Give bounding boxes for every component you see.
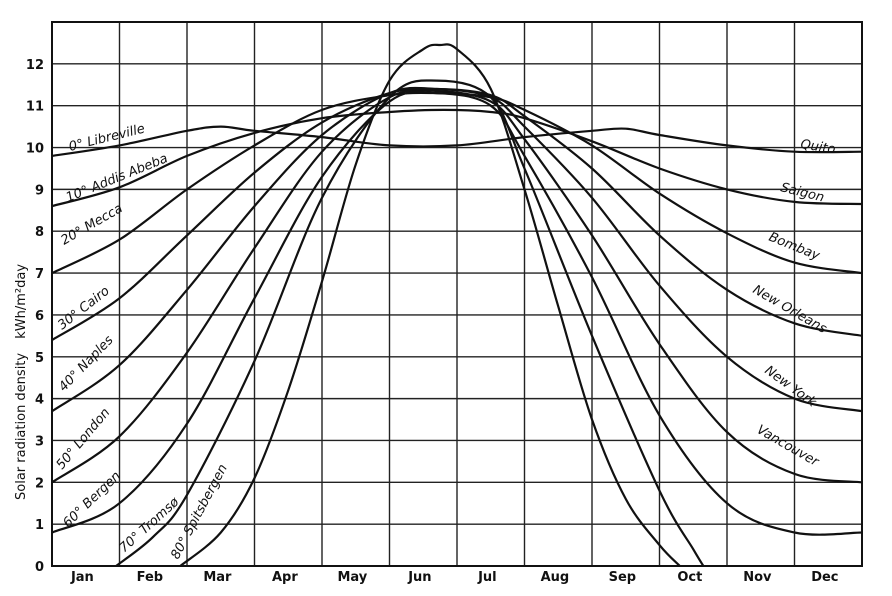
x-tick-label: Apr (272, 570, 298, 585)
grid (52, 22, 862, 567)
plot-frame (51, 21, 863, 567)
y-tick-label: 7 (35, 267, 44, 282)
x-tick-label: Sep (609, 570, 637, 585)
x-tick-label: Dec (811, 570, 838, 585)
series-line (51, 88, 863, 484)
y-tick-label: 0 (35, 560, 44, 575)
series-start-label: 60° Bergen (60, 469, 124, 531)
series-start-label: 10° Addis Abeba (64, 151, 170, 206)
x-tick-labels: Jan Feb Mar Apr May Jun Jul Aug Sep Oct Nov Dec (70, 570, 839, 585)
x-tick-label: Jun (407, 570, 431, 585)
series-end-label: Quito (799, 137, 836, 157)
y-tick-label: 4 (35, 393, 44, 408)
y-tick-label: 10 (26, 142, 44, 157)
y-tick-label: 2 (35, 476, 44, 491)
series-line (51, 90, 863, 536)
x-tick-label: Jan (70, 570, 94, 585)
series-start-label: 0° Libreville (67, 121, 146, 154)
y-tick-label: 5 (35, 351, 44, 366)
y-tick-label: 11 (26, 100, 44, 115)
x-tick-label: Jul (477, 570, 497, 585)
x-tick-label: Feb (137, 570, 163, 585)
x-tick-label: Aug (541, 570, 570, 585)
y-axis-label-unit: kWh/m²day (14, 264, 29, 339)
y-tick-label: 3 (35, 434, 44, 449)
y-tick-label: 9 (35, 183, 44, 198)
x-tick-label: Mar (203, 570, 232, 585)
series-line (51, 86, 863, 413)
series-end-label: Vancouver (754, 422, 822, 470)
series-line (51, 125, 863, 157)
x-tick-label: Oct (677, 570, 702, 585)
y-tick-label: 1 (35, 518, 44, 533)
series-start-label: 40° Naples (56, 333, 117, 395)
y-tick-label: 12 (26, 58, 44, 73)
y-axis-label: Solar radiation density kWh/m²day (14, 264, 29, 500)
y-tick-label: 6 (35, 309, 44, 324)
series-line (179, 43, 681, 567)
series-line (115, 79, 705, 567)
x-tick-label: May (337, 570, 367, 585)
x-tick-label: Nov (743, 570, 772, 585)
y-tick-label: 8 (35, 225, 44, 240)
series-line (51, 108, 863, 208)
y-axis-label-main: Solar radiation density (14, 353, 29, 500)
series-curves (51, 43, 863, 567)
